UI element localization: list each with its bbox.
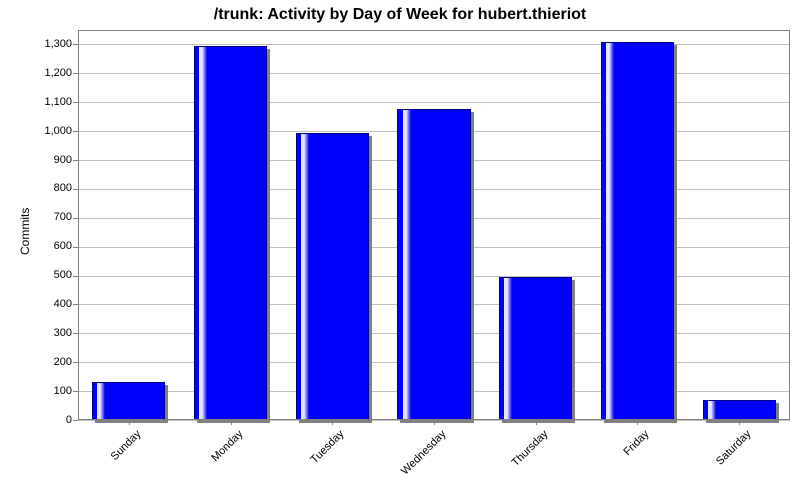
y-tick-label: 600 [26,240,72,252]
x-tick-mark [434,420,435,425]
bar [194,46,267,420]
y-tick-label: 200 [26,356,72,368]
y-tick-label: 1,300 [26,38,72,50]
y-tick-mark [73,73,78,74]
y-tick-mark [73,44,78,45]
x-tick-mark [332,420,333,425]
y-tick-label: 1,200 [26,67,72,79]
y-tick-label: 1,000 [26,125,72,137]
x-tick-mark [536,420,537,425]
bar-outline [92,382,165,420]
chart-title: /trunk: Activity by Day of Week for hube… [0,6,800,24]
bar-outline [296,133,369,420]
y-tick-label: 300 [26,327,72,339]
bar [601,42,674,420]
y-tick-mark [73,304,78,305]
y-tick-mark [73,420,78,421]
bar-outline [703,400,776,420]
axis-line [78,30,790,31]
activity-bar-chart: /trunk: Activity by Day of Week for hube… [0,0,800,500]
x-tick-mark [637,420,638,425]
axis-line [78,30,79,420]
x-tick-mark [231,420,232,425]
y-tick-label: 500 [26,269,72,281]
bar-outline [397,109,470,420]
x-tick-label: Sunday [64,428,143,500]
y-tick-mark [73,333,78,334]
y-tick-mark [73,102,78,103]
gridline [78,44,790,45]
y-tick-label: 700 [26,211,72,223]
y-tick-mark [73,391,78,392]
gridline [78,102,790,103]
y-tick-label: 1,100 [26,96,72,108]
y-tick-label: 0 [26,414,72,426]
x-tick-mark [739,420,740,425]
bar-outline [601,42,674,420]
bar [296,133,369,420]
y-tick-mark [73,218,78,219]
x-tick-mark [129,420,130,425]
y-tick-label: 900 [26,154,72,166]
plot-area [78,30,790,420]
y-tick-mark [73,131,78,132]
axis-line [789,30,790,420]
bar [397,109,470,420]
y-tick-label: 400 [26,298,72,310]
y-tick-mark [73,189,78,190]
bar-outline [499,277,572,420]
y-tick-label: 100 [26,385,72,397]
x-tick-label: Monday [166,428,245,500]
bar [92,382,165,420]
x-tick-label: Tuesday [268,428,347,500]
bar-outline [194,46,267,420]
y-tick-mark [73,362,78,363]
bar [499,277,572,420]
x-tick-label: Wednesday [369,428,448,500]
bar [703,400,776,420]
x-tick-label: Friday [573,428,652,500]
y-tick-mark [73,247,78,248]
x-tick-label: Thursday [471,428,550,500]
y-tick-mark [73,160,78,161]
y-tick-mark [73,276,78,277]
y-tick-label: 800 [26,182,72,194]
gridline [78,73,790,74]
x-tick-label: Saturday [674,428,753,500]
